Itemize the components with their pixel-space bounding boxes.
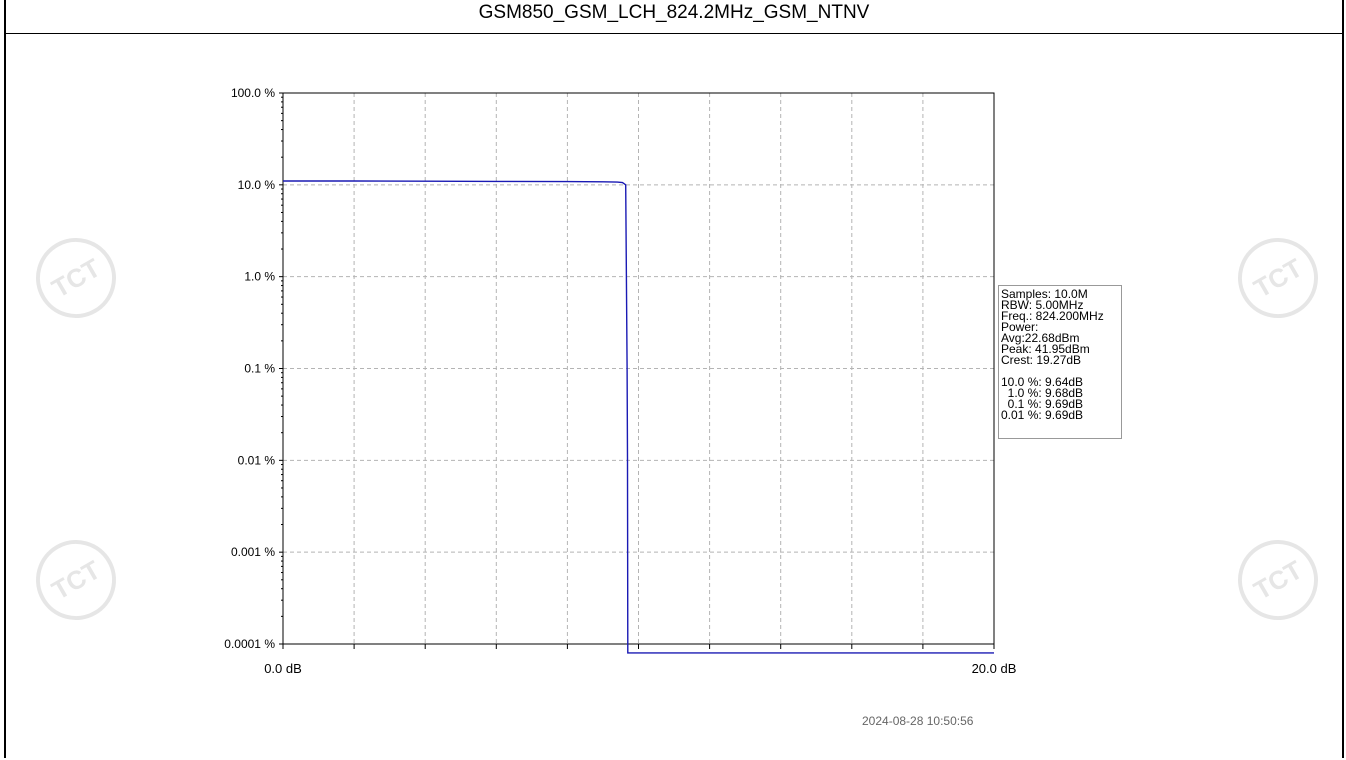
stat-line: 10.0 %: 9.64dB [1001, 375, 1084, 389]
y-axis-ticks: 100.0 % 10.0 % 1.0 % 0.1 % 0.01 % 0.001 % 0.00… [224, 86, 283, 651]
stat-line: 0.1 %: 9.69dB [1001, 397, 1084, 411]
statistics-box: Samples: 10.0M RBW: 5.00MHz Freq.: 824.200… [998, 285, 1122, 439]
report-frame [4, 0, 1344, 758]
y-tick-label: 0.01 % [238, 453, 276, 467]
stat-line: Power: [1001, 320, 1039, 334]
stat-line: Freq.: 824.200MHz [1001, 309, 1104, 323]
stat-line: Peak: 41.95dBm [1001, 342, 1090, 356]
stat-line: 0.01 %: 9.69dB [1001, 408, 1084, 422]
series-line [283, 180, 994, 654]
y-tick-label: 100.0 % [231, 86, 275, 100]
y-tick-label: 0.1 % [244, 362, 275, 376]
x-axis-ticks: 0.0 dB 20.0 dB [264, 644, 1016, 676]
y-tick-label: 1.0 % [244, 270, 275, 284]
y-tick-label: 0.0001 % [224, 637, 275, 651]
title-bar: GSM850_GSM_LCH_824.2MHz_GSM_NTNV [4, 0, 1344, 34]
x-tick-label: 0.0 dB [264, 661, 302, 676]
y-tick-label: 0.001 % [231, 545, 275, 559]
title-divider [6, 33, 1342, 34]
stat-line: Crest: 19.27dB [1001, 353, 1082, 367]
chart-grid [283, 93, 994, 644]
y-tick-label: 10.0 % [238, 178, 276, 192]
stat-line: 1.0 %: 9.68dB [1001, 386, 1084, 400]
x-tick-label: 20.0 dB [972, 661, 1017, 676]
stat-line: Avg:22.68dBm [1001, 331, 1080, 345]
stat-line: Samples: 10.0M [1001, 287, 1088, 301]
timestamp: 2024-08-28 10:50:56 [862, 714, 974, 728]
series-group [283, 180, 994, 654]
page-title: GSM850_GSM_LCH_824.2MHz_GSM_NTNV [478, 2, 870, 23]
stat-line: RBW: 5.00MHz [1001, 298, 1084, 312]
